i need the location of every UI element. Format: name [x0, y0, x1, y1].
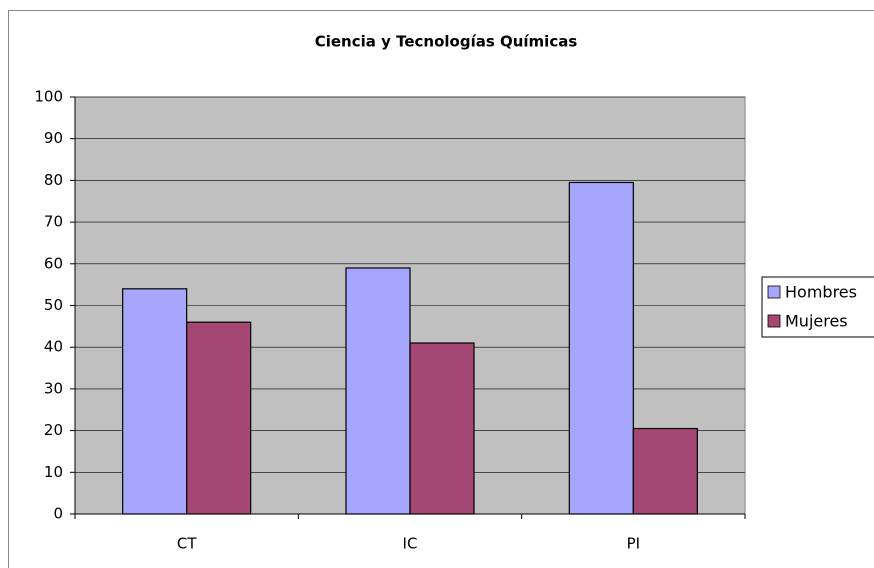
y-tick-label: 20 [44, 421, 63, 439]
legend-swatch [767, 285, 781, 299]
chart-title: Ciencia y Tecnologías Químicas [315, 33, 578, 51]
legend-label: Hombres [785, 283, 857, 302]
bar [409, 342, 475, 515]
y-tick-label: 70 [44, 213, 63, 231]
bar [122, 288, 188, 515]
legend-label: Mujeres [785, 312, 848, 331]
y-tick-label: 80 [44, 171, 63, 189]
y-tick-label: 60 [44, 254, 63, 272]
bar [632, 427, 698, 515]
x-tick-label: IC [403, 535, 418, 553]
y-tick-label: 50 [44, 296, 63, 314]
y-tick-label: 90 [44, 129, 63, 147]
y-tick-label: 0 [53, 505, 63, 523]
legend-box [761, 276, 874, 338]
bar [345, 267, 411, 515]
y-tick-label: 100 [34, 88, 63, 106]
x-tick-label: CT [177, 535, 197, 553]
bar [186, 321, 252, 515]
bar [568, 181, 634, 515]
legend-swatch [767, 314, 781, 328]
x-tick-label: PI [627, 535, 640, 553]
y-tick-label: 40 [44, 338, 63, 356]
y-tick-label: 30 [44, 379, 63, 397]
y-tick-label: 10 [44, 463, 63, 481]
